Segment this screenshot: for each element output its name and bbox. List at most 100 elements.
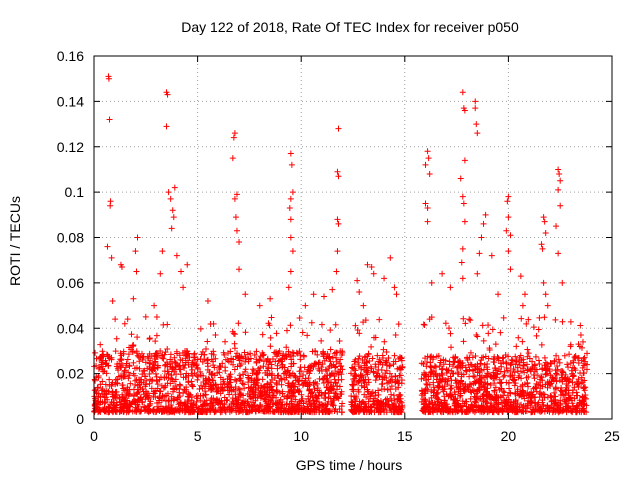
data-point: [307, 367, 314, 374]
data-point: [120, 348, 127, 355]
data-point: [418, 375, 425, 382]
data-point: [329, 354, 336, 361]
data-point: [161, 393, 168, 400]
data-point: [185, 390, 192, 397]
data-point: [497, 329, 504, 336]
data-point: [440, 361, 447, 368]
data-point: [273, 330, 280, 337]
data-point: [319, 376, 326, 383]
data-point: [130, 359, 137, 366]
data-point: [461, 218, 468, 225]
data-point: [267, 334, 274, 341]
data-point: [301, 353, 308, 360]
data-point: [518, 391, 525, 398]
data-point: [293, 349, 300, 356]
data-point: [207, 320, 214, 327]
data-point: [452, 377, 459, 384]
data-point: [296, 381, 303, 388]
data-point: [147, 376, 154, 383]
data-point: [555, 356, 562, 363]
data-point: [269, 355, 276, 362]
data-point: [517, 273, 524, 280]
data-point: [471, 409, 478, 416]
data-point: [491, 359, 498, 366]
data-point: [287, 234, 294, 241]
data-point: [467, 405, 474, 412]
data-point: [395, 402, 402, 409]
data-point: [428, 279, 435, 286]
data-point: [544, 384, 551, 391]
data-point: [151, 302, 158, 309]
data-point: [478, 234, 485, 241]
data-point: [152, 338, 159, 345]
data-point: [235, 385, 242, 392]
data-point: [451, 389, 458, 396]
data-point: [299, 377, 306, 384]
data-point: [108, 254, 115, 261]
data-point: [246, 403, 253, 410]
data-point: [189, 382, 196, 389]
data-point: [148, 385, 155, 392]
data-point: [461, 388, 468, 395]
data-point: [420, 321, 427, 328]
data-point: [182, 347, 189, 354]
data-point: [482, 399, 489, 406]
data-point: [157, 388, 164, 395]
data-point: [373, 404, 380, 411]
data-point: [332, 380, 339, 387]
data-point: [112, 316, 119, 323]
data-point: [519, 302, 526, 309]
data-point: [365, 350, 372, 357]
data-point: [117, 401, 124, 408]
y-tick-label: 0.06: [57, 275, 84, 291]
data-point: [520, 408, 527, 415]
data-point: [156, 395, 163, 402]
data-point: [245, 375, 252, 382]
data-point: [387, 377, 394, 384]
grid-lines: [94, 56, 612, 419]
data-point: [265, 408, 272, 415]
data-point: [455, 383, 462, 390]
data-point: [434, 406, 441, 413]
data-point: [364, 371, 371, 378]
data-point: [359, 398, 366, 405]
data-point: [435, 352, 442, 359]
data-point: [164, 380, 171, 387]
data-point: [252, 394, 259, 401]
data-point: [141, 373, 148, 380]
data-point: [551, 389, 558, 396]
data-point: [472, 353, 479, 360]
data-point: [454, 370, 461, 377]
data-point: [129, 348, 136, 355]
data-point: [338, 403, 345, 410]
data-point: [227, 376, 234, 383]
data-point: [439, 371, 446, 378]
data-point: [463, 403, 470, 410]
data-point: [368, 263, 375, 270]
data-point: [518, 375, 525, 382]
data-point: [459, 275, 466, 282]
data-point: [472, 366, 479, 373]
data-point: [512, 397, 519, 403]
data-point: [338, 409, 345, 416]
data-point: [532, 402, 539, 409]
data-point: [134, 352, 141, 359]
data-point: [289, 388, 296, 395]
data-point: [380, 346, 387, 353]
data-point: [522, 389, 529, 396]
data-point: [503, 379, 510, 386]
data-point: [425, 155, 432, 162]
data-point: [230, 134, 237, 141]
data-point: [422, 161, 429, 168]
data-point: [131, 372, 138, 379]
data-point: [287, 216, 294, 223]
data-point: [375, 399, 382, 406]
data-point: [339, 348, 346, 355]
data-point: [120, 403, 127, 410]
data-point: [100, 368, 107, 375]
data-point: [238, 361, 245, 368]
data-point: [442, 407, 449, 414]
data-point: [537, 385, 544, 392]
data-point: [134, 390, 141, 397]
data-point: [198, 408, 205, 415]
